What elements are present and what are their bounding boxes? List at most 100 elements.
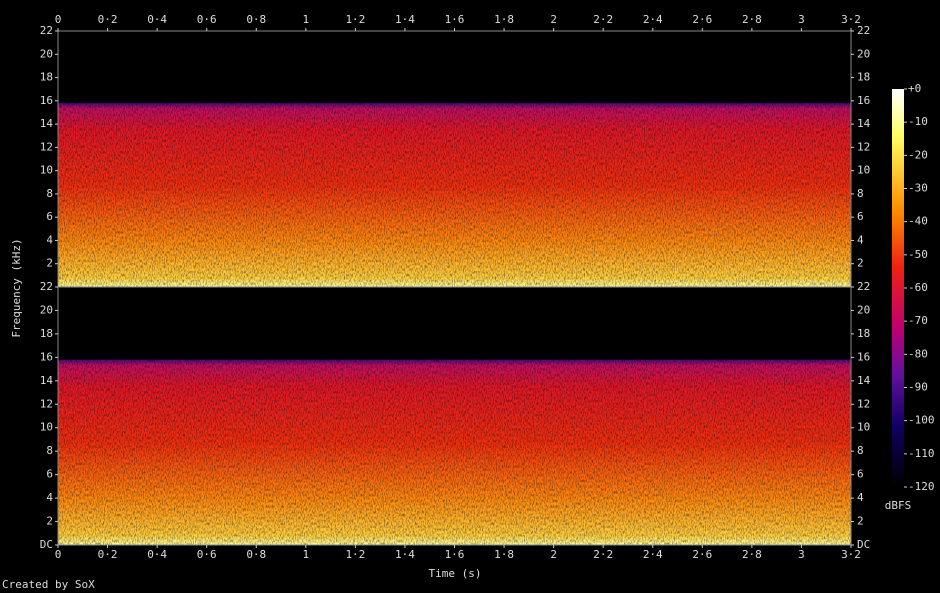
colorbar-tick-label: -50	[908, 248, 928, 261]
colorbar-tick-label: -60	[908, 281, 928, 294]
colorbar-tick-label: -20	[908, 148, 928, 161]
y-tick-label: 10	[857, 164, 870, 177]
colorbar-tick-label: -90	[908, 381, 928, 394]
spectrum-noise	[58, 103, 851, 288]
x-tick-label: 1·2	[345, 548, 365, 561]
y-tick-label: 2	[46, 515, 53, 528]
y-tick-label: 16	[857, 350, 870, 363]
x-tick-label: 0	[55, 548, 62, 561]
x-tick-label: 2·8	[742, 13, 762, 26]
x-tick-label: 0·4	[147, 13, 167, 26]
colorbar-tick-label: -40	[908, 215, 928, 228]
x-tick-label: 0	[55, 13, 62, 26]
y-tick-label: 6	[857, 468, 864, 481]
colorbar-tick-label: -10	[908, 115, 928, 128]
x-tick-label: 2·6	[692, 13, 712, 26]
y-tick-label: 18	[40, 327, 53, 340]
x-tick-label: 3	[798, 548, 805, 561]
y-tick-label: 14	[40, 117, 54, 130]
spectrum-noise	[58, 359, 851, 545]
y-tick-label: 20	[857, 47, 870, 60]
y-tick-label: 22	[40, 24, 53, 37]
y-tick-label: 12	[857, 140, 870, 153]
y-tick-label: 18	[40, 71, 53, 84]
y-tick-label: 2	[857, 257, 864, 270]
x-axis-label: Time (s)	[429, 567, 482, 580]
y-tick-label: 4	[857, 491, 864, 504]
x-tick-label: 1·4	[395, 548, 415, 561]
x-tick-label: 1·6	[445, 548, 465, 561]
y-tick-label: 18	[857, 327, 870, 340]
y-tick-label: 4	[857, 233, 864, 246]
x-tick-label: 2·6	[692, 548, 712, 561]
x-tick-label: 2·8	[742, 548, 762, 561]
x-tick-label: 0·4	[147, 548, 167, 561]
y-tick-label: 10	[857, 421, 870, 434]
x-tick-label: 1	[303, 13, 310, 26]
y-tick-label: 16	[40, 350, 53, 363]
x-tick-label: 2	[550, 548, 557, 561]
y-tick-label: 10	[40, 421, 53, 434]
y-tick-label: DC	[40, 538, 53, 551]
colorbar-tick-label: -80	[908, 347, 928, 360]
x-tick-label: 1·2	[345, 13, 365, 26]
y-tick-label: 10	[40, 164, 53, 177]
y-tick-label: 12	[857, 397, 870, 410]
y-tick-label: 4	[46, 233, 53, 246]
y-tick-label: 8	[46, 187, 53, 200]
x-tick-label: 2	[550, 13, 557, 26]
y-tick-label: 2	[46, 257, 53, 270]
y-tick-label: 22	[40, 280, 53, 293]
x-tick-label: 1	[303, 548, 310, 561]
y-tick-label: 20	[40, 47, 53, 60]
credit: Created by SoX	[2, 578, 95, 591]
x-tick-label: 0·8	[246, 13, 266, 26]
colorbar-tick-label: -100	[908, 414, 935, 427]
colorbar-tick-label: -110	[908, 447, 935, 460]
y-tick-label: 14	[40, 374, 54, 387]
y-tick-label: 6	[46, 210, 53, 223]
y-tick-label: 22	[857, 24, 870, 37]
x-tick-label: 1·8	[494, 548, 514, 561]
colorbar-tick-label: -120	[908, 480, 935, 493]
y-tick-label: 20	[40, 303, 53, 316]
y-tick-label: 14	[857, 374, 871, 387]
colorbar-label: dBFS	[885, 499, 912, 512]
y-tick-label: 16	[857, 94, 870, 107]
x-tick-label: 0·2	[98, 548, 118, 561]
x-tick-label: 2·4	[643, 548, 663, 561]
colorbar-tick-label: +0	[908, 82, 921, 95]
y-axis-label: Frequency (kHz)	[10, 238, 23, 337]
colorbar-tick-label: -70	[908, 314, 928, 327]
y-tick-label: 12	[40, 140, 53, 153]
y-tick-label: 6	[857, 210, 864, 223]
x-tick-label: 3·2	[841, 13, 861, 26]
x-tick-label: 2·2	[593, 548, 613, 561]
y-tick-label: 18	[857, 71, 870, 84]
x-tick-label: 2·2	[593, 13, 613, 26]
x-tick-label: 1·8	[494, 13, 514, 26]
y-tick-label: 8	[857, 187, 864, 200]
x-tick-label: 3	[798, 13, 805, 26]
y-tick-label: 8	[857, 444, 864, 457]
y-tick-label: 4	[46, 491, 53, 504]
y-tick-label: DC	[857, 538, 870, 551]
x-tick-label: 1·4	[395, 13, 415, 26]
x-tick-label: 2·4	[643, 13, 663, 26]
y-tick-label: 22	[857, 280, 870, 293]
y-tick-label: 2	[857, 515, 864, 528]
x-tick-label: 1·6	[445, 13, 465, 26]
y-tick-label: 14	[857, 117, 871, 130]
y-tick-label: 20	[857, 303, 870, 316]
x-tick-label: 3·2	[841, 548, 861, 561]
x-tick-label: 0·6	[197, 13, 217, 26]
y-tick-label: 8	[46, 444, 53, 457]
x-tick-label: 0·6	[197, 548, 217, 561]
y-tick-label: 16	[40, 94, 53, 107]
y-tick-label: 6	[46, 468, 53, 481]
y-tick-label: 12	[40, 397, 53, 410]
x-tick-label: 0·2	[98, 13, 118, 26]
colorbar	[892, 89, 904, 487]
